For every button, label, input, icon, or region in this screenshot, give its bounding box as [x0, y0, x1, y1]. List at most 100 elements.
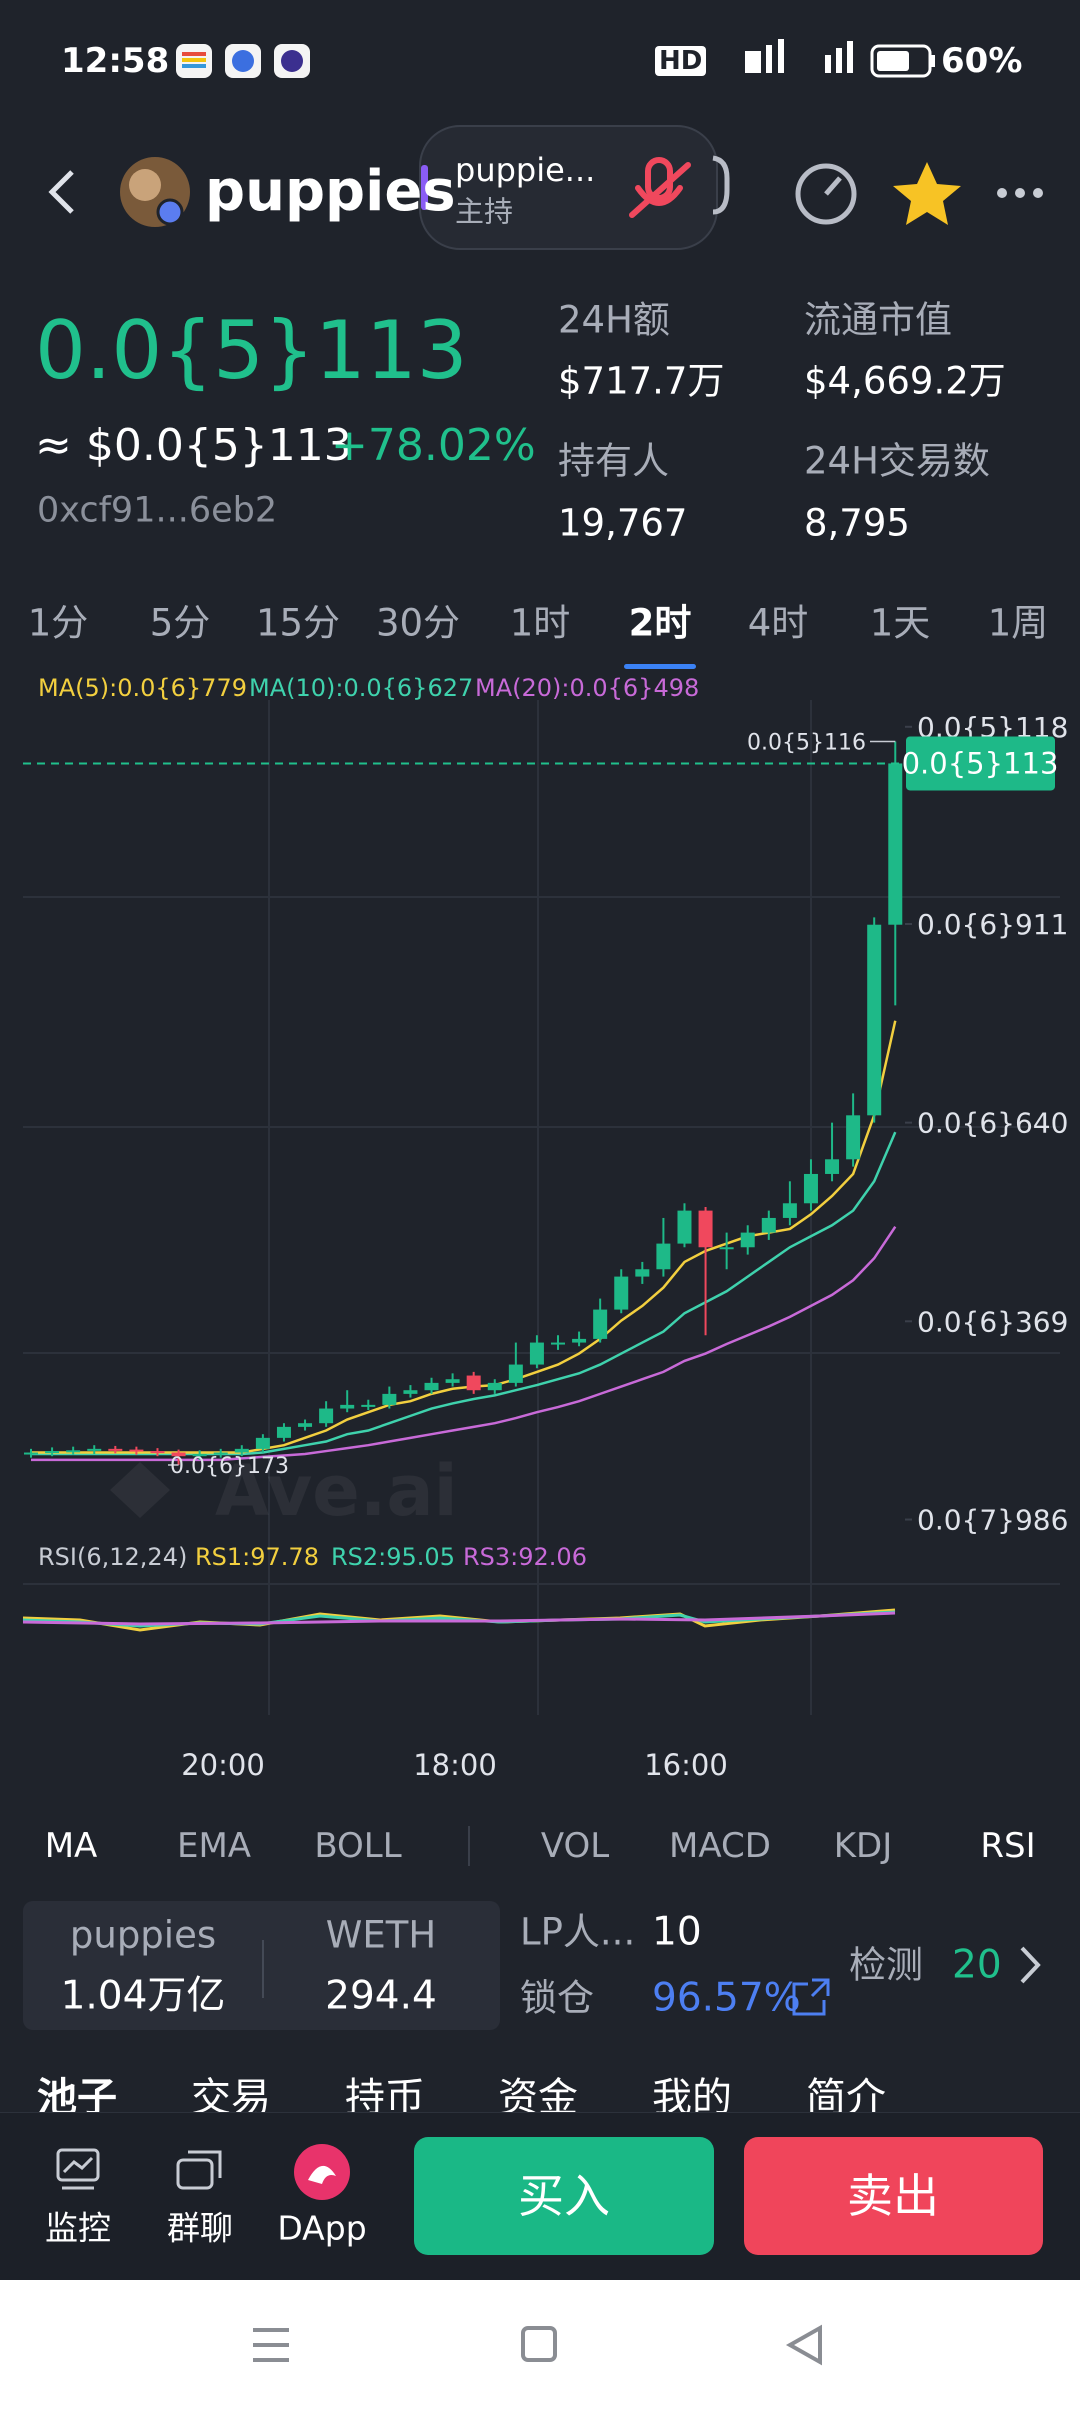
nav-item[interactable]: DApp — [277, 2208, 367, 2248]
x-tick-label: 16:00 — [644, 1748, 728, 1782]
candle-body — [403, 1390, 418, 1394]
candle-body — [825, 1159, 840, 1174]
candle-body — [382, 1393, 397, 1405]
candle-body — [846, 1115, 861, 1160]
section-tab[interactable]: 持币 — [345, 2075, 425, 2121]
candle-body — [888, 763, 903, 925]
candle-body — [424, 1382, 439, 1391]
stat-label: 24H交易数 — [804, 439, 990, 483]
stat-value: $717.7万 — [558, 359, 725, 403]
candle-body — [87, 1448, 102, 1451]
status-icons — [176, 39, 935, 78]
pool-card — [23, 1901, 500, 2030]
check-label[interactable]: 检测 — [849, 1943, 923, 1987]
back-button[interactable] — [48, 170, 74, 214]
candle-body — [698, 1210, 713, 1248]
indicator-tab[interactable]: MA — [44, 1826, 98, 1866]
candle-body — [761, 1217, 776, 1233]
candle-body — [593, 1309, 608, 1339]
pool-amount: 294.4 — [325, 1973, 437, 2019]
x-tick-label: 20:00 — [181, 1748, 265, 1782]
bell-icon[interactable] — [712, 155, 730, 215]
candle-body — [508, 1364, 523, 1383]
price-usd: ≈ $0.0{5}113 — [35, 420, 352, 471]
header-icons — [48, 125, 1043, 250]
section-tab[interactable]: 简介 — [806, 2075, 886, 2121]
last-price-tag — [906, 736, 1055, 791]
indicator-tab[interactable]: VOL — [540, 1826, 610, 1866]
divider — [262, 1940, 264, 1998]
live-pill[interactable] — [419, 125, 718, 250]
timeframe-tab[interactable]: 1分 — [27, 601, 89, 645]
indicator-tab[interactable]: EMA — [176, 1826, 252, 1866]
timeframe-tab[interactable]: 15分 — [255, 601, 341, 645]
section-tab[interactable]: 我的 — [652, 2075, 732, 2121]
candle-body — [192, 1453, 207, 1457]
indicator-tab[interactable]: RSI — [980, 1826, 1036, 1866]
timeframe-tab[interactable]: 1天 — [869, 601, 931, 645]
candle-body — [572, 1338, 587, 1343]
timeframe-tab[interactable]: 1时 — [509, 601, 571, 645]
y-tick-label: 0.0{7}986 — [917, 1504, 1068, 1537]
battery-level: 60% — [941, 41, 1023, 81]
ma-line — [31, 1226, 897, 1462]
section-tab[interactable]: 资金 — [498, 2075, 578, 2121]
check-value[interactable]: 20 — [952, 1942, 1002, 1988]
network-badge: HD — [655, 46, 707, 76]
ma-legend-item: MA(20):0.0{6}498 — [475, 674, 700, 702]
section-tab[interactable]: 交易 — [191, 2075, 271, 2121]
watermark-logo — [110, 1462, 170, 1518]
stat-value: 19,767 — [558, 501, 688, 545]
candle-body — [487, 1382, 502, 1391]
y-tick-label: 0.0{6}911 — [917, 908, 1068, 941]
candle-body — [24, 1452, 38, 1455]
ma-line — [31, 1020, 897, 1454]
candle-body — [677, 1210, 692, 1244]
sell-label[interactable]: 卖出 — [847, 2169, 939, 2223]
rsi-legend-item: RS1:97.78 — [195, 1543, 319, 1571]
candle-body — [719, 1247, 734, 1250]
stat-value: $4,669.2万 — [804, 359, 1006, 403]
rsi-legend-item: RSI(6,12,24) — [38, 1543, 188, 1571]
lock-value[interactable]: 96.57% — [652, 1975, 801, 2021]
candle-body — [635, 1269, 650, 1277]
candle-body — [782, 1203, 797, 1218]
high-label: 0.0{5}116 — [747, 730, 866, 755]
candle-body — [276, 1426, 291, 1438]
candle-body — [445, 1379, 460, 1383]
buy-label[interactable]: 买入 — [518, 2169, 610, 2223]
rsi-legend-item: RS3:92.06 — [463, 1543, 587, 1571]
timeframe-tab[interactable]: 1周 — [987, 601, 1049, 645]
divider — [468, 1826, 470, 1866]
candle-body — [340, 1404, 355, 1409]
indicator-tab[interactable]: KDJ — [833, 1826, 893, 1866]
timeframe-tab[interactable]: 4时 — [747, 601, 809, 645]
timeframe-tab[interactable]: 5分 — [149, 601, 211, 645]
candle-body — [108, 1448, 123, 1451]
timeframe-tab[interactable]: 2时 — [628, 601, 692, 645]
candle-body — [129, 1449, 144, 1452]
mic-off-icon[interactable] — [629, 157, 691, 218]
candle-body — [740, 1232, 755, 1248]
indicator-tab[interactable]: MACD — [669, 1826, 771, 1866]
timeframe-tab[interactable]: 30分 — [375, 601, 461, 645]
ma-legend-item: MA(5):0.0{6}779 — [38, 674, 247, 702]
y-tick-label: 0.0{6}640 — [917, 1107, 1068, 1140]
section-tab[interactable]: 池子 — [37, 2075, 117, 2121]
live-role: 主持 — [455, 194, 514, 229]
nav-item[interactable]: 监控 — [45, 2208, 111, 2248]
stat-label: 24H额 — [558, 298, 670, 342]
ma-legend-item: MA(10):0.0{6}627 — [249, 674, 474, 702]
more-icon[interactable] — [997, 188, 1043, 198]
watermark: Ave.ai — [215, 1450, 458, 1532]
candle-body — [614, 1276, 629, 1310]
indicator-tab[interactable]: BOLL — [314, 1826, 402, 1866]
price-main: 0.0{5}113 — [35, 304, 468, 397]
y-tick-label: 0.0{6}369 — [917, 1305, 1068, 1338]
live-title: puppie... — [455, 151, 596, 189]
favorite-star[interactable] — [893, 162, 961, 225]
gauge-icon[interactable] — [795, 163, 857, 225]
candle-body — [255, 1437, 270, 1449]
nav-item[interactable]: 群聊 — [167, 2208, 233, 2248]
